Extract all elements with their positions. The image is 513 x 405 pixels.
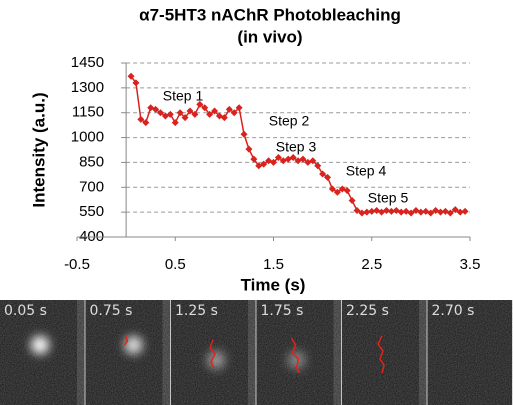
- trace: [123, 334, 129, 346]
- data-point: [274, 153, 282, 161]
- data-point: [132, 79, 140, 87]
- data-point: [461, 207, 469, 215]
- x-tick-label: -0.5: [64, 256, 90, 273]
- y-tick-label: 400: [79, 228, 104, 245]
- data-point: [314, 162, 322, 170]
- data-point: [176, 109, 184, 117]
- data-point: [137, 115, 145, 123]
- data-point: [127, 72, 135, 80]
- data-point: [166, 110, 174, 118]
- x-tick-label: 2.5: [361, 256, 382, 273]
- y-tick-label: 1450: [71, 54, 104, 71]
- annotation: Step 2: [269, 113, 310, 129]
- data-point: [230, 109, 238, 117]
- image-strip: 0.05 s 0.75 s 1.25 s 1.75 s 2.25 s 2.70 s: [0, 300, 512, 405]
- x-tick-label: 0.5: [165, 256, 186, 273]
- image-frame: 2.25 s: [342, 300, 427, 405]
- y-axis-label: Intensity (a.u.): [29, 92, 48, 207]
- data-point: [456, 208, 464, 216]
- image-frame: 0.05 s: [0, 300, 85, 405]
- data-point: [407, 209, 415, 217]
- data-point: [240, 130, 248, 138]
- data-point: [417, 208, 425, 216]
- data-point: [191, 110, 199, 118]
- y-tick-label: 850: [79, 153, 104, 170]
- trace: [290, 337, 301, 374]
- frame-label: 1.75 s: [261, 303, 304, 319]
- data-point: [211, 107, 219, 115]
- data-point: [368, 207, 376, 215]
- data-point: [451, 206, 459, 214]
- image-frame: 2.70 s: [427, 300, 512, 405]
- x-axis-label: Time (s): [241, 275, 306, 294]
- frame-label: 0.75 s: [90, 303, 133, 319]
- data-point: [319, 170, 327, 178]
- data-point: [245, 145, 253, 153]
- data-point: [196, 100, 204, 108]
- frame-noise: [85, 300, 170, 405]
- chart: α7-5HT3 nAChR Photobleaching (in vivo) T…: [29, 5, 481, 294]
- data-point: [333, 188, 341, 196]
- y-tick-label: 700: [79, 178, 104, 195]
- fluorescent-spot: [287, 351, 306, 369]
- data-point: [171, 119, 179, 127]
- data-point: [446, 209, 454, 217]
- data-point: [220, 114, 228, 122]
- x-tick-label: 1.5: [263, 256, 284, 273]
- data-point: [387, 207, 395, 215]
- image-frame: 0.75 s: [85, 300, 170, 405]
- image-frame: 1.75 s: [256, 300, 341, 405]
- fluorescent-spot: [207, 351, 225, 369]
- data-point: [186, 107, 194, 115]
- data-point: [250, 155, 258, 163]
- frame-label: 0.05 s: [4, 303, 47, 319]
- annotation: Step 3: [276, 139, 317, 155]
- data-point: [225, 105, 233, 113]
- frame-label: 2.70 s: [432, 303, 475, 319]
- frame-noise: [427, 300, 512, 405]
- frame-label: 2.25 s: [346, 303, 389, 319]
- chart-subtitle: (in vivo): [237, 27, 302, 46]
- data-point: [353, 206, 361, 214]
- data-point: [309, 157, 317, 165]
- data-point: [437, 208, 445, 216]
- fluorescent-spot: [31, 336, 49, 354]
- data-point: [348, 197, 356, 205]
- data-point: [201, 104, 209, 112]
- x-tick-label: 3.5: [460, 256, 481, 273]
- data-point: [235, 104, 243, 112]
- chart-title: α7-5HT3 nAChR Photobleaching: [139, 5, 401, 24]
- frame-label: 1.25 s: [175, 303, 218, 319]
- data-point: [260, 160, 268, 168]
- trace: [377, 335, 385, 374]
- data-point: [289, 153, 297, 161]
- data-point: [427, 209, 435, 217]
- image-frame: 1.25 s: [171, 300, 256, 405]
- data-point: [270, 158, 277, 166]
- fluorescent-spot: [124, 336, 143, 354]
- y-tick-label: 550: [79, 203, 104, 220]
- data-point: [181, 114, 189, 122]
- data-point: [363, 208, 371, 216]
- data-point: [142, 119, 150, 127]
- data-point: [152, 105, 160, 113]
- data-point: [324, 173, 332, 181]
- annotation: Step 1: [163, 88, 204, 104]
- y-tick-label: 1000: [71, 129, 104, 146]
- annotation: Step 5: [368, 190, 409, 206]
- data-point: [382, 206, 390, 214]
- annotation: Step 4: [346, 163, 387, 179]
- data-point: [328, 185, 336, 193]
- data-point: [299, 155, 307, 163]
- y-tick-label: 1150: [72, 104, 104, 121]
- data-point: [397, 208, 405, 216]
- trace: [209, 339, 216, 369]
- data-point: [358, 209, 366, 217]
- data-point: [206, 110, 214, 118]
- data-point: [343, 187, 351, 195]
- frame-noise: [342, 300, 427, 405]
- y-tick-label: 1300: [71, 79, 104, 96]
- data-point: [157, 109, 165, 117]
